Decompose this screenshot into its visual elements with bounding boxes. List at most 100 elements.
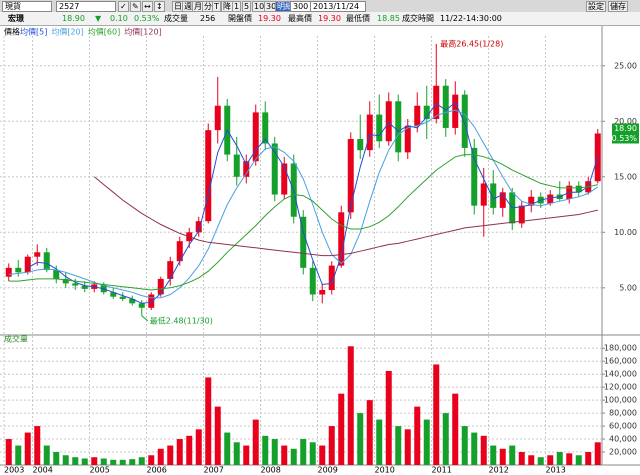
- volume-bar: [414, 406, 421, 465]
- date-input[interactable]: 2013/11/24: [310, 1, 366, 12]
- candle-body: [480, 183, 487, 206]
- candle-body: [72, 283, 79, 286]
- candle-body: [214, 105, 221, 131]
- low-label: 最低價: [346, 14, 370, 23]
- volume-bar: [100, 458, 107, 465]
- market-select[interactable]: 現貨: [2, 1, 52, 12]
- volume-bar: [62, 455, 69, 465]
- volume-bar: [556, 452, 563, 465]
- y-tick-label: 25.00: [614, 61, 637, 70]
- candle-body: [271, 143, 278, 195]
- candle-body: [62, 278, 69, 284]
- candle-body: [499, 192, 506, 208]
- volume-bar: [404, 429, 411, 465]
- low: 18.85: [377, 14, 400, 23]
- volume-bar: [328, 426, 335, 465]
- candle-body: [34, 252, 41, 257]
- volume-bar: [262, 435, 269, 465]
- candle-body: [414, 105, 421, 126]
- y-tick-label: 40,000: [609, 435, 637, 444]
- ma-line: [8, 109, 599, 299]
- volume-bar: [224, 432, 231, 465]
- volume-bar: [423, 419, 430, 465]
- legend-entry: 均價[60]: [88, 27, 120, 37]
- candle-body: [395, 101, 402, 153]
- save-button[interactable]: 儲存: [608, 1, 628, 12]
- volume-bar: [5, 439, 12, 465]
- candle-body: [452, 94, 459, 128]
- candle-body: [119, 296, 126, 299]
- volume-bar: [433, 364, 440, 465]
- candle-body: [262, 112, 269, 144]
- x-tick-label: 2007: [204, 466, 224, 475]
- volume-bar: [119, 459, 126, 465]
- candle-body: [81, 285, 88, 289]
- minute-button[interactable]: 5: [242, 1, 252, 12]
- volume-bar: [243, 445, 250, 465]
- volume-bar: [157, 448, 164, 465]
- volume-bar: [452, 393, 459, 465]
- candle-body: [43, 252, 50, 271]
- volume-bar: [499, 448, 506, 465]
- volume-bar: [252, 419, 259, 465]
- volume-bar: [537, 457, 544, 465]
- panel-title: 成交量: [4, 334, 28, 344]
- icon-button[interactable]: ↔: [142, 1, 153, 12]
- volume-bar: [15, 445, 22, 465]
- period-button[interactable]: T: [212, 1, 221, 12]
- chart-frame: [0, 26, 640, 475]
- volume-bar: [442, 413, 449, 465]
- symbol-input[interactable]: 2527: [56, 1, 116, 12]
- volume-bar: [138, 457, 145, 465]
- candle-body: [300, 216, 307, 268]
- candle-body: [24, 256, 31, 273]
- volume-bar: [34, 426, 41, 465]
- volume-label: 成交量: [164, 14, 188, 23]
- legend-entry: 均價[5]: [20, 27, 47, 37]
- candle-body: [575, 185, 582, 193]
- candle-body: [148, 294, 155, 308]
- volume-bar: [376, 419, 383, 465]
- time: 11/22-14:30:00: [440, 14, 502, 23]
- high: 19.30: [318, 14, 341, 23]
- candle-body: [195, 221, 202, 233]
- volume-bar: [24, 432, 31, 465]
- volume-bar: [290, 448, 297, 465]
- volume-bar: [480, 435, 487, 465]
- candle-body: [490, 183, 497, 208]
- volume-bar: [300, 439, 307, 465]
- volume: 256: [200, 14, 216, 23]
- candle-body: [138, 303, 145, 308]
- y-tick-label: 20,000: [609, 448, 637, 457]
- candle-body: [423, 105, 430, 120]
- x-tick-label: 2011: [432, 466, 452, 475]
- y-tick-label: 15.00: [614, 172, 637, 181]
- candle-body: [176, 241, 183, 262]
- volume-bar: [43, 445, 50, 465]
- icon-button[interactable]: ↕: [154, 1, 165, 12]
- volume-bar: [186, 435, 193, 465]
- volume-bar: [148, 455, 155, 465]
- change: 0.10: [110, 14, 128, 23]
- candle-body: [461, 94, 468, 148]
- settings-button[interactable]: 設定: [586, 1, 606, 12]
- legend-entry: 均價[120]: [124, 27, 162, 37]
- volume-bar: [594, 442, 601, 465]
- volume-bar: [110, 459, 117, 465]
- volume-bar: [271, 439, 278, 465]
- candle-body: [129, 298, 136, 304]
- x-tick-label: 2006: [147, 466, 167, 475]
- volume-bar: [338, 393, 345, 465]
- x-tick-label: 2003: [4, 466, 24, 475]
- candle-body: [319, 290, 326, 295]
- y-tick-label: 140,000: [604, 370, 637, 379]
- minute-button[interactable]: 1: [232, 1, 242, 12]
- candle-body: [167, 261, 174, 279]
- volume-bar: [167, 445, 174, 465]
- icon-button[interactable]: ✎: [130, 1, 141, 12]
- candle-body: [100, 284, 107, 293]
- volume-bar: [81, 458, 88, 465]
- candle-body: [442, 85, 449, 128]
- icon-button[interactable]: ✓: [118, 1, 129, 12]
